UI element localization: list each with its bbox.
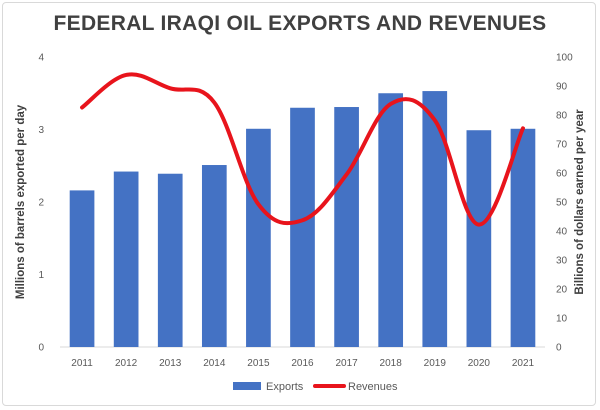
bar-exports [422,91,448,347]
point-revenues [257,203,259,205]
y-right-tick-label: 90 [556,82,568,93]
point-revenues [81,106,83,108]
bar-exports [378,93,404,347]
y-left-tick-label: 1 [38,270,44,281]
point-revenues [478,224,480,226]
y-right-tick-label: 40 [556,227,568,238]
point-revenues [302,219,303,221]
point-revenues [213,102,215,104]
x-tick-label: 2012 [115,358,138,369]
legend-label-exports: Exports [266,381,304,393]
chart-title: FEDERAL IRAQI OIL EXPORTS AND REVENUES [53,12,547,35]
y-left-tick-label: 0 [38,343,44,354]
point-revenues [346,173,348,175]
x-tick-label: 2011 [71,358,93,369]
y-right-tick-label: 60 [556,169,568,180]
y-left-tick-label: 4 [38,53,44,64]
point-revenues [522,127,524,129]
y-right-tick-label: 20 [556,285,568,296]
bar-exports [113,171,139,347]
y-right-axis-title: Billions of dollars earned per year [574,109,586,295]
legend: Exports Revenues [233,381,398,393]
x-tick-label: 2014 [203,358,226,369]
bar-exports [157,173,183,347]
x-tick-label: 2015 [247,358,270,369]
point-revenues [169,87,171,89]
point-revenues [434,119,436,121]
bar-exports [201,165,227,347]
bars-layer [69,91,536,348]
y-right-tick-label: 80 [556,111,568,122]
x-tick-label: 2016 [291,358,314,369]
y-right-tick-label: 0 [556,343,562,354]
y-right-tick-label: 50 [556,198,568,209]
y-right-tick-label: 70 [556,140,568,151]
bar-exports [290,107,315,347]
line-layer [80,72,525,227]
point-revenues [125,74,127,76]
point-revenues [390,103,392,105]
legend-label-revenues: Revenues [348,381,398,393]
legend-swatch-exports [233,382,261,390]
x-tick-label: 2017 [335,358,358,369]
x-tick-label: 2019 [424,358,447,369]
bar-exports [510,128,536,347]
y-left-tick-label: 3 [38,125,44,136]
x-tick-label: 2013 [159,358,182,369]
x-tick-label: 2018 [380,358,403,369]
x-tick-label: 2020 [468,358,491,369]
y-right-tick-label: 10 [556,314,568,325]
y-left-tick-label: 2 [38,198,44,209]
bar-exports [334,107,359,348]
bar-exports [466,130,492,347]
y-right-tick-label: 30 [556,256,568,267]
bar-exports [69,190,95,347]
y-right-tick-label: 100 [556,53,573,64]
bar-exports [246,128,271,347]
y-left-axis-title: Millions of barrels exported per day [15,104,27,299]
line-revenues [80,72,525,227]
x-tick-label: 2021 [512,358,535,369]
